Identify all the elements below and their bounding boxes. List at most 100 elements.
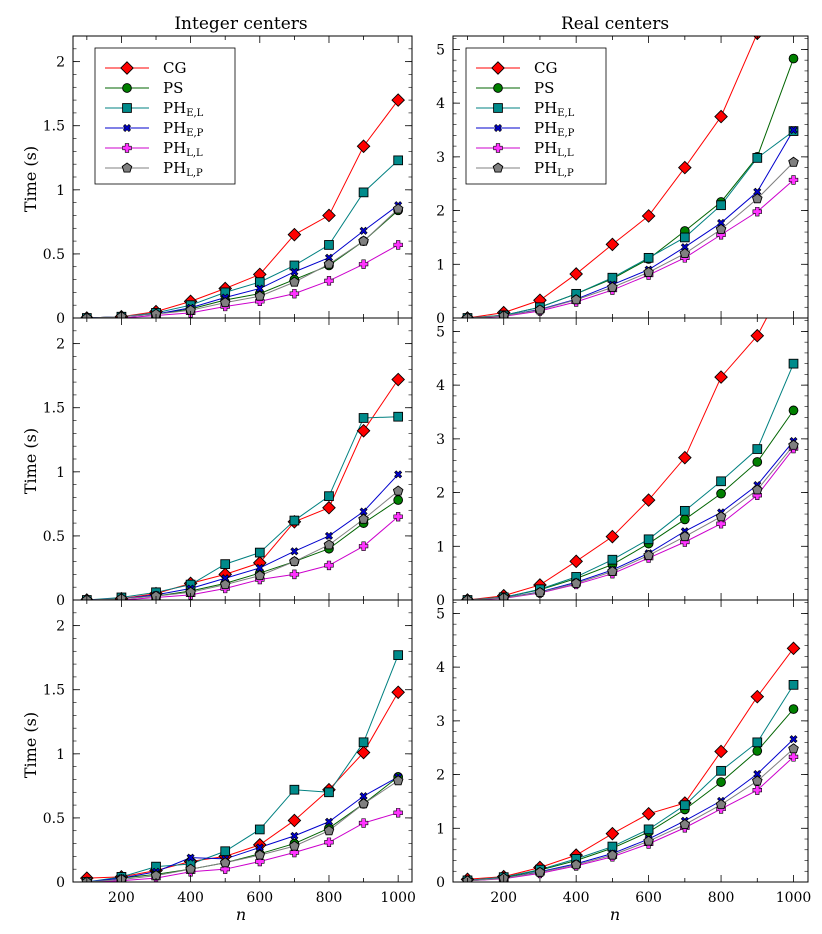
- y-tick-label: 0: [56, 593, 65, 609]
- data-point-ph-l-p: [679, 531, 691, 542]
- series-line-cg: [86, 379, 399, 600]
- data-point-ph-l-l: [393, 240, 403, 250]
- legend-label-main: CG: [534, 59, 557, 77]
- y-tick-label: 2: [436, 768, 445, 784]
- data-point-cg: [605, 237, 620, 252]
- axis-ticks: [73, 317, 412, 601]
- data-point-cg: [750, 689, 765, 704]
- data-point-ph-e-l: [752, 444, 763, 454]
- data-point-ph-e-l: [324, 240, 334, 250]
- data-point-ph-e-l: [220, 846, 231, 857]
- y-axis-label-row1: Time (s): [21, 146, 40, 212]
- legend-label-main: PH: [163, 119, 186, 137]
- data-point-ph-l-l: [289, 847, 300, 858]
- series-line-ph-l-p: [467, 748, 794, 882]
- data-point-ph-l-p: [289, 840, 300, 851]
- y-tick-label: 5: [436, 606, 445, 622]
- legend-label-main: PS: [163, 79, 183, 97]
- series-line-ph-e-l: [86, 654, 399, 882]
- data-point-ph-l-p: [788, 439, 799, 450]
- data-point-ph-l-p: [219, 579, 231, 590]
- x-tick-label: 1000: [776, 890, 812, 906]
- y-tick-label: 4: [436, 96, 445, 112]
- data-point-ph-l-l: [324, 560, 334, 571]
- data-point-ph-e-p: [789, 125, 798, 135]
- legend-label-main: PH: [534, 159, 557, 177]
- data-point-ph-e-l: [393, 411, 404, 422]
- plot-series-group: [80, 650, 405, 882]
- series-line-ph-l-l: [86, 812, 399, 882]
- data-point-ph-l-p: [788, 743, 799, 754]
- data-point-ph-e-l: [716, 765, 726, 776]
- data-point-ps: [716, 777, 726, 787]
- data-point-cg: [322, 208, 336, 223]
- y-tick-label: 1: [56, 465, 65, 481]
- data-point-ph-l-p: [752, 193, 763, 204]
- data-point-ph-l-p: [788, 156, 799, 167]
- data-point-ph-l-p: [392, 775, 404, 786]
- y-tick-label: 5: [436, 324, 445, 340]
- plot-area: [73, 318, 412, 600]
- legend-marker: [120, 61, 134, 75]
- y-tick-label: 4: [436, 378, 445, 394]
- data-point-ps: [752, 746, 763, 756]
- legend-marker: [493, 143, 503, 153]
- data-point-ph-l-p: [254, 290, 266, 301]
- series-line-ph-l-l: [467, 179, 794, 318]
- data-point-ph-e-p: [255, 563, 264, 572]
- data-point-ph-e-l: [220, 559, 231, 569]
- data-point-ph-e-l: [254, 824, 265, 835]
- data-point-ps: [393, 495, 404, 505]
- data-point-ps: [752, 457, 763, 467]
- legend-label-main: PH: [534, 119, 557, 137]
- data-point-ph-l-p: [715, 223, 727, 234]
- plot-frame: [72, 599, 413, 883]
- y-tick-label: 1: [436, 821, 445, 837]
- data-point-cg: [678, 160, 692, 175]
- data-point-ph-e-p: [680, 243, 689, 252]
- axis-ticks: [453, 600, 808, 883]
- data-point-ph-e-p: [789, 735, 798, 744]
- legend-marker: [491, 61, 505, 75]
- legend-label: PHL,P: [163, 159, 203, 179]
- legend-label-subscript: E,P: [186, 128, 203, 139]
- data-point-ph-e-l: [788, 358, 799, 369]
- series-line-cg: [86, 692, 399, 879]
- data-point-ph-l-p: [219, 857, 231, 868]
- series-line-ph-l-p: [86, 490, 399, 600]
- series-line-ph-e-p: [86, 474, 399, 600]
- y-tick-label: 0: [436, 593, 445, 609]
- legend-label-subscript: E,P: [557, 128, 574, 139]
- data-point-cg: [391, 93, 405, 107]
- data-point-ph-e-p: [186, 853, 195, 862]
- data-point-ph-l-p: [185, 863, 196, 874]
- y-tick-label: 2: [436, 486, 445, 502]
- x-tick-label: 200: [490, 890, 517, 906]
- legend-box: [465, 47, 607, 185]
- legend-label-subscript: L,L: [186, 148, 203, 159]
- data-point-cg: [714, 370, 728, 384]
- data-point-cg: [569, 554, 583, 569]
- data-point-ph-l-l: [358, 541, 369, 551]
- data-point-ph-e-l: [607, 554, 618, 565]
- legend-box: [94, 47, 236, 185]
- data-point-cg: [287, 227, 302, 242]
- legend-label: CG: [534, 59, 557, 77]
- plot-area: [73, 600, 412, 882]
- panel-row3-integer: 0 0.5 1 1.5 2 200 400 600 800 1000: [43, 599, 416, 906]
- data-point-ph-l-l: [752, 206, 762, 217]
- legend-marker: [493, 123, 503, 133]
- legend-label-main: PH: [163, 139, 186, 157]
- data-point-ph-l-p: [534, 304, 546, 315]
- data-point-cg: [641, 493, 656, 507]
- legend-label-main: PH: [163, 159, 186, 177]
- data-point-ph-e-p: [221, 574, 230, 583]
- data-point-ph-l-l: [324, 276, 334, 286]
- series-line-ph-l-l: [467, 448, 794, 600]
- data-point-ph-l-p: [150, 590, 162, 600]
- data-point-ph-e-p: [255, 284, 264, 293]
- data-point-ph-e-p: [290, 267, 299, 276]
- data-point-ph-e-p: [359, 792, 368, 801]
- y-tick-label: 5: [436, 42, 445, 58]
